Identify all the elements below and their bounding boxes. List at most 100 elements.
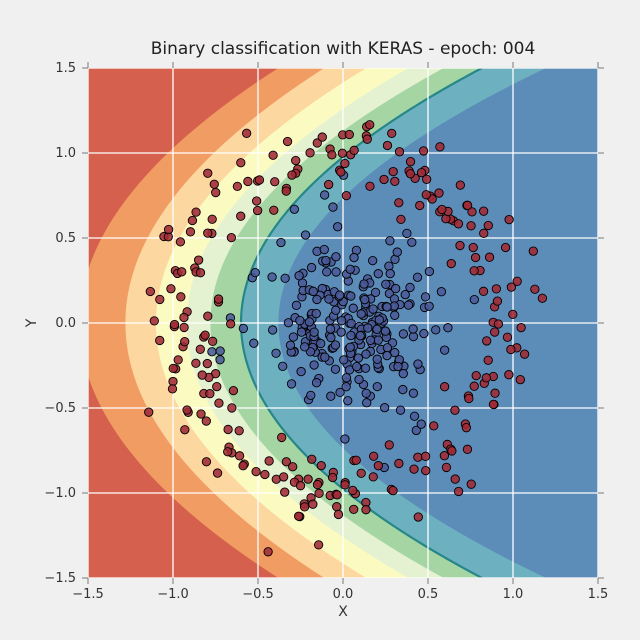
point-class1 — [281, 488, 289, 496]
point-class0 — [425, 302, 433, 310]
point-class0 — [272, 349, 280, 357]
point-class1 — [501, 243, 509, 251]
point-class1 — [465, 394, 473, 402]
point-class0 — [373, 325, 381, 333]
point-class1 — [442, 463, 450, 471]
point-class1 — [416, 201, 424, 209]
point-class1 — [349, 505, 357, 513]
point-class0 — [383, 344, 391, 352]
point-class1 — [507, 283, 515, 291]
point-class0 — [239, 324, 247, 332]
point-class1 — [309, 500, 317, 508]
point-class0 — [320, 191, 328, 199]
point-class0 — [309, 287, 317, 295]
point-class0 — [386, 237, 394, 245]
point-class0 — [373, 382, 381, 390]
point-class0 — [335, 291, 343, 299]
point-class1 — [463, 201, 471, 209]
point-class1 — [419, 147, 427, 155]
x-tick-label: 0.5 — [418, 587, 439, 602]
point-class0 — [346, 265, 354, 273]
point-class0 — [437, 288, 445, 296]
point-class0 — [277, 238, 285, 246]
point-class1 — [385, 441, 393, 449]
point-class1 — [333, 491, 341, 499]
point-class0 — [401, 290, 409, 298]
point-class1 — [196, 269, 204, 277]
point-class0 — [332, 306, 340, 314]
point-class1 — [491, 328, 499, 336]
point-class1 — [328, 473, 336, 481]
y-tick-label: −1.0 — [44, 486, 76, 501]
point-class1 — [304, 475, 312, 483]
point-class1 — [482, 374, 490, 382]
point-class0 — [374, 270, 382, 278]
point-class0 — [281, 274, 289, 282]
point-class1 — [483, 337, 491, 345]
point-class1 — [196, 345, 204, 353]
point-class0 — [394, 362, 402, 370]
y-tick-label: −1.5 — [44, 571, 76, 586]
point-class0 — [310, 328, 318, 336]
point-class0 — [399, 385, 407, 393]
point-class1 — [306, 149, 314, 157]
point-class0 — [360, 280, 368, 288]
point-class0 — [340, 356, 348, 364]
point-class1 — [406, 170, 414, 178]
point-class0 — [322, 268, 330, 276]
point-class0 — [290, 205, 298, 213]
point-class1 — [192, 208, 200, 216]
point-class1 — [422, 191, 430, 199]
point-class1 — [509, 310, 517, 318]
point-class1 — [454, 220, 462, 228]
point-class1 — [462, 423, 470, 431]
point-class0 — [349, 304, 357, 312]
point-class0 — [286, 341, 294, 349]
point-class1 — [208, 337, 216, 345]
point-class1 — [438, 205, 446, 213]
point-class1 — [202, 417, 210, 425]
point-class0 — [327, 333, 335, 341]
point-class1 — [215, 399, 223, 407]
point-class1 — [145, 408, 153, 416]
point-class0 — [470, 295, 478, 303]
point-class1 — [308, 455, 316, 463]
point-class0 — [310, 361, 318, 369]
point-class0 — [363, 399, 371, 407]
point-class1 — [212, 188, 220, 196]
point-class1 — [226, 320, 234, 328]
point-class1 — [503, 333, 511, 341]
point-class0 — [301, 231, 309, 239]
point-class1 — [229, 386, 237, 394]
point-class1 — [201, 331, 209, 339]
point-class1 — [210, 180, 218, 188]
point-class0 — [409, 325, 417, 333]
point-class1 — [391, 177, 399, 185]
point-class1 — [389, 486, 397, 494]
point-class1 — [255, 176, 263, 184]
point-class0 — [326, 325, 334, 333]
point-class0 — [403, 229, 411, 237]
point-class1 — [183, 406, 191, 414]
point-class1 — [469, 243, 477, 251]
point-class1 — [387, 129, 395, 137]
chart-title: Binary classification with KERAS - epoch… — [151, 39, 536, 59]
point-class0 — [208, 348, 216, 356]
point-class1 — [296, 481, 304, 489]
point-class1 — [451, 475, 459, 483]
point-class0 — [325, 295, 333, 303]
point-class1 — [294, 512, 302, 520]
point-class1 — [447, 259, 455, 267]
point-class0 — [268, 326, 276, 334]
point-class1 — [448, 447, 456, 455]
point-class0 — [417, 420, 425, 428]
point-class1 — [174, 356, 182, 364]
point-class1 — [467, 480, 475, 488]
point-class0 — [362, 389, 370, 397]
point-class0 — [250, 339, 258, 347]
point-class1 — [204, 312, 212, 320]
point-class1 — [421, 452, 429, 460]
point-class1 — [291, 156, 299, 164]
point-class1 — [383, 141, 391, 149]
point-class1 — [451, 406, 459, 414]
